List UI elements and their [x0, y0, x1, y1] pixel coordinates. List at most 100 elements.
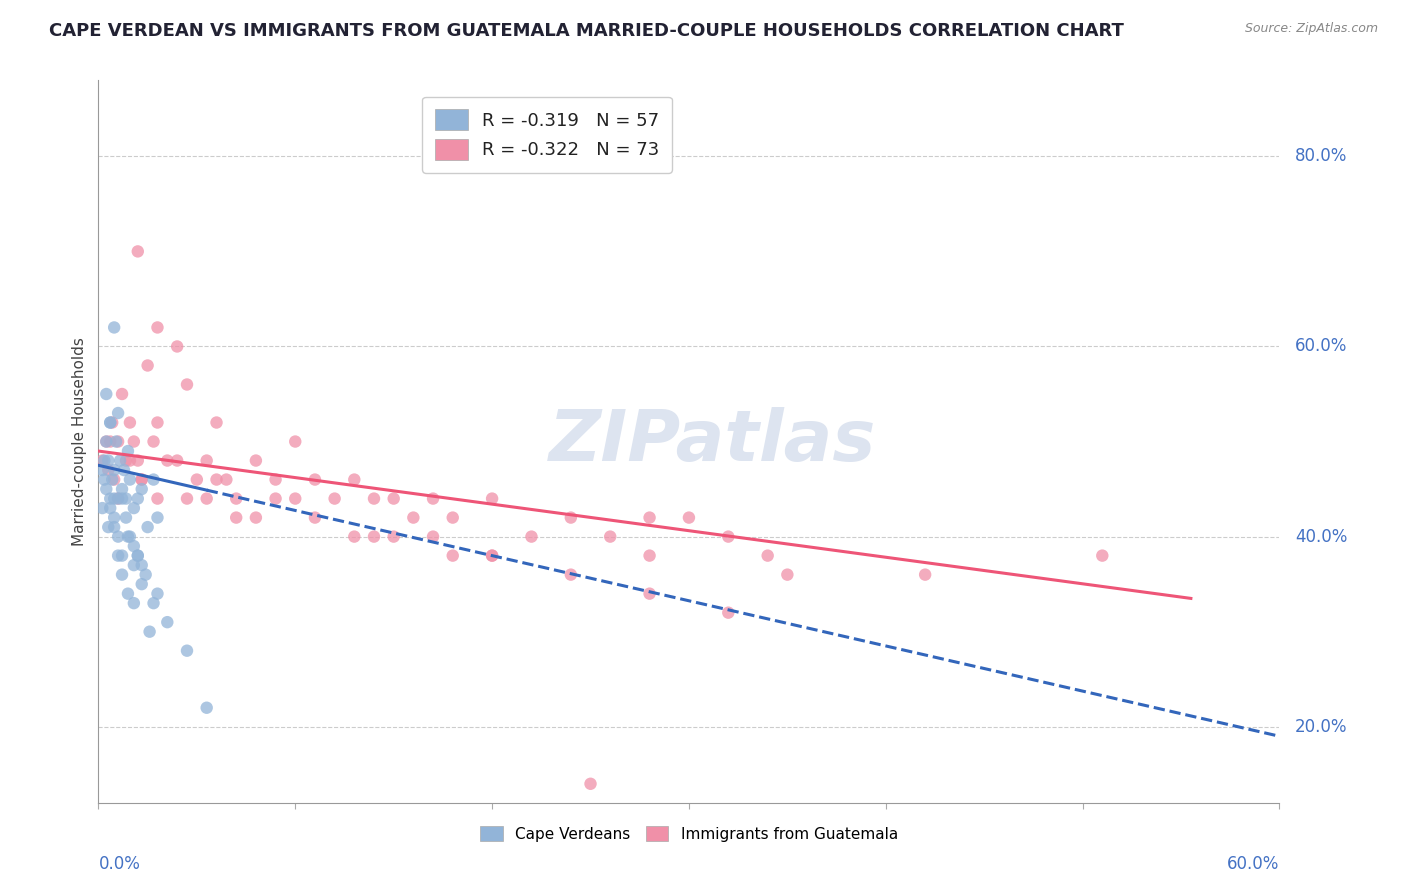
- Point: [215, 473, 238, 487]
- Point: [103, 491, 125, 506]
- Point: [146, 491, 169, 506]
- Point: [142, 596, 165, 610]
- Point: [96, 434, 118, 449]
- Point: [135, 567, 157, 582]
- Point: [96, 434, 118, 449]
- Text: 80.0%: 80.0%: [1295, 147, 1347, 165]
- Point: [107, 434, 129, 449]
- Point: [638, 510, 661, 524]
- Point: [117, 444, 139, 458]
- Point: [323, 491, 346, 506]
- Point: [131, 558, 153, 573]
- Point: [363, 491, 385, 506]
- Point: [108, 453, 131, 467]
- Point: [138, 624, 160, 639]
- Point: [111, 482, 134, 496]
- Point: [115, 453, 138, 467]
- Point: [284, 434, 307, 449]
- Point: [382, 530, 405, 544]
- Point: [107, 406, 129, 420]
- Text: ZIPatlas: ZIPatlas: [548, 407, 876, 476]
- Y-axis label: Married-couple Households: Married-couple Households: [72, 337, 87, 546]
- Text: Source: ZipAtlas.com: Source: ZipAtlas.com: [1244, 22, 1378, 36]
- Point: [127, 244, 149, 259]
- Point: [520, 530, 543, 544]
- Point: [122, 558, 145, 573]
- Point: [245, 453, 267, 467]
- Text: 60.0%: 60.0%: [1227, 855, 1279, 873]
- Point: [112, 463, 135, 477]
- Point: [195, 700, 218, 714]
- Point: [560, 510, 582, 524]
- Point: [117, 530, 139, 544]
- Point: [122, 596, 145, 610]
- Point: [98, 491, 121, 506]
- Point: [579, 777, 602, 791]
- Point: [91, 453, 114, 467]
- Point: [264, 491, 287, 506]
- Point: [97, 520, 120, 534]
- Point: [131, 577, 153, 591]
- Point: [422, 491, 444, 506]
- Point: [166, 453, 188, 467]
- Point: [105, 434, 128, 449]
- Point: [441, 549, 464, 563]
- Point: [304, 510, 326, 524]
- Point: [122, 501, 145, 516]
- Text: 0.0%: 0.0%: [98, 855, 141, 873]
- Point: [343, 473, 366, 487]
- Text: 60.0%: 60.0%: [1295, 337, 1347, 356]
- Point: [717, 606, 740, 620]
- Point: [1091, 549, 1114, 563]
- Point: [131, 482, 153, 496]
- Point: [136, 359, 159, 373]
- Point: [127, 549, 149, 563]
- Point: [97, 463, 120, 477]
- Text: 20.0%: 20.0%: [1295, 718, 1348, 736]
- Point: [146, 416, 169, 430]
- Point: [225, 510, 247, 524]
- Point: [101, 416, 124, 430]
- Point: [717, 530, 740, 544]
- Point: [146, 510, 169, 524]
- Point: [678, 510, 700, 524]
- Point: [98, 434, 121, 449]
- Point: [98, 416, 121, 430]
- Point: [117, 587, 139, 601]
- Point: [107, 549, 129, 563]
- Point: [146, 587, 169, 601]
- Point: [441, 510, 464, 524]
- Point: [481, 491, 503, 506]
- Point: [481, 549, 503, 563]
- Point: [118, 530, 141, 544]
- Point: [96, 387, 118, 401]
- Point: [118, 453, 141, 467]
- Point: [91, 463, 114, 477]
- Point: [599, 530, 621, 544]
- Point: [756, 549, 779, 563]
- Point: [142, 473, 165, 487]
- Point: [146, 320, 169, 334]
- Point: [638, 549, 661, 563]
- Point: [560, 567, 582, 582]
- Point: [205, 416, 228, 430]
- Point: [111, 387, 134, 401]
- Text: CAPE VERDEAN VS IMMIGRANTS FROM GUATEMALA MARRIED-COUPLE HOUSEHOLDS CORRELATION : CAPE VERDEAN VS IMMIGRANTS FROM GUATEMAL…: [49, 22, 1123, 40]
- Point: [122, 434, 145, 449]
- Point: [264, 473, 287, 487]
- Point: [343, 530, 366, 544]
- Point: [225, 491, 247, 506]
- Point: [103, 320, 125, 334]
- Point: [136, 520, 159, 534]
- Point: [156, 453, 179, 467]
- Point: [115, 491, 138, 506]
- Point: [127, 491, 149, 506]
- Point: [111, 567, 134, 582]
- Point: [98, 501, 121, 516]
- Point: [93, 473, 115, 487]
- Point: [284, 491, 307, 506]
- Text: 40.0%: 40.0%: [1295, 527, 1347, 546]
- Point: [186, 473, 208, 487]
- Point: [131, 473, 153, 487]
- Point: [195, 453, 218, 467]
